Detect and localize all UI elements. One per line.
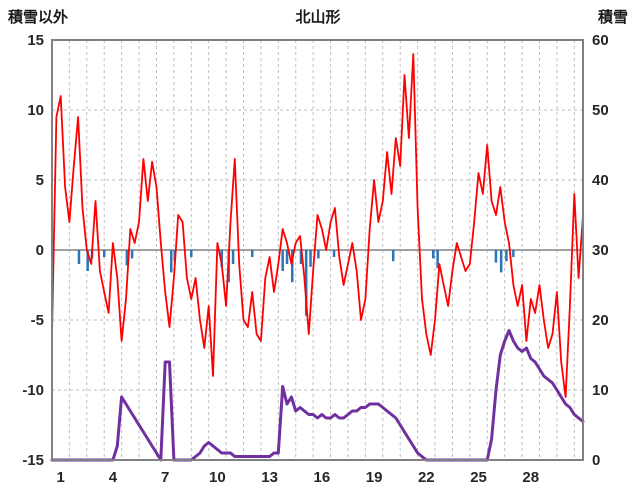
x-tick-label: 22 xyxy=(418,469,435,486)
precipitation-bar xyxy=(291,250,294,283)
right-tick-label: 40 xyxy=(592,172,609,189)
precipitation-bar xyxy=(130,250,134,259)
left-tick-label: 5 xyxy=(36,172,44,189)
left-axis-title: 積雪以外 xyxy=(8,9,69,26)
precipitation-bar xyxy=(432,250,435,259)
right-tick-label: 0 xyxy=(592,452,600,469)
right-tick-label: 60 xyxy=(592,32,609,49)
left-tick-label: -5 xyxy=(31,312,44,329)
left-tick-label: -15 xyxy=(22,452,44,469)
precipitation-bar xyxy=(499,250,503,273)
precipitation-bar xyxy=(309,250,312,267)
precipitation-bar xyxy=(125,250,129,266)
snow_depth-line xyxy=(50,329,585,462)
x-tick-label: 4 xyxy=(109,469,118,486)
x-tick-label: 28 xyxy=(522,469,539,486)
precipitation-bar xyxy=(332,250,336,257)
x-tick-label: 25 xyxy=(470,469,487,486)
precipitation-bar xyxy=(505,250,508,262)
chart-title: 北山形 xyxy=(295,9,341,26)
precipitation-bar xyxy=(86,250,89,271)
left-tick-label: 10 xyxy=(27,102,44,119)
left-tick-label: -10 xyxy=(22,382,44,399)
x-tick-label: 16 xyxy=(314,469,331,486)
right-tick-label: 20 xyxy=(592,312,609,329)
precipitation-bar xyxy=(190,250,193,257)
precipitation-bar xyxy=(391,250,395,262)
left-tick-label: 0 xyxy=(36,242,44,259)
x-tick-label: 7 xyxy=(161,469,169,486)
right-tick-label: 10 xyxy=(592,382,609,399)
x-tick-label: 19 xyxy=(366,469,383,486)
right-tick-label: 50 xyxy=(592,102,609,119)
plot-border xyxy=(51,39,584,461)
precipitation-bar xyxy=(512,250,515,257)
precipitation-bar xyxy=(299,250,303,264)
x-tick-label: 13 xyxy=(261,469,278,486)
precipitation-bar xyxy=(250,250,254,257)
precipitation-bar xyxy=(304,250,308,316)
temperature-line xyxy=(51,53,584,398)
precipitation-bar xyxy=(285,250,289,264)
precipitation-bar xyxy=(436,250,439,269)
precipitation-bar xyxy=(220,250,223,267)
x-tick-label: 1 xyxy=(57,469,65,486)
precipitation-bar xyxy=(77,250,81,264)
right-axis-title: 積雪 xyxy=(597,9,628,26)
precipitation-bar xyxy=(231,250,235,264)
left-tick-label: 15 xyxy=(27,32,44,49)
precipitation-bar xyxy=(170,250,173,273)
x-tick-label: 10 xyxy=(209,469,226,486)
precipitation-bar xyxy=(317,250,320,259)
precipitation-bar xyxy=(494,250,498,263)
precipitation-bar xyxy=(281,250,284,271)
precipitation-bar xyxy=(102,250,106,257)
right-tick-label: 30 xyxy=(592,242,609,259)
